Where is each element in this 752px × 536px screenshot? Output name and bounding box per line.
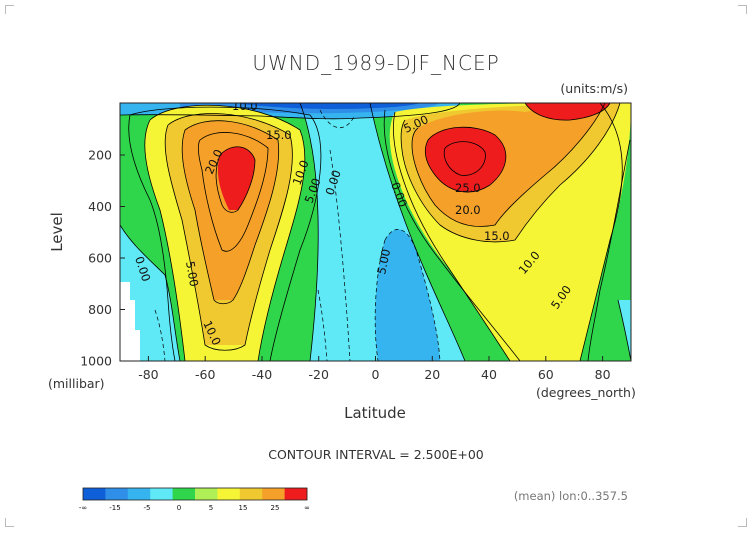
y-tick-marks [120, 154, 125, 362]
colorbar-tick-labels: -∞ -15 -5 0 5 15 25 ∞ [79, 504, 310, 512]
mean-longitude-note: (mean) lon:0..357.5 [514, 489, 628, 503]
colorbar-swatch [83, 488, 106, 500]
colorbar-swatch [172, 488, 196, 500]
contour-line-neg-5 [384, 229, 441, 361]
contour-label: 15.0 [484, 229, 510, 243]
x-tick-label: 80 [595, 367, 611, 382]
x-tick-label: 20 [424, 367, 440, 382]
contour-line-sh-20 [181, 120, 280, 305]
contour-line-sh-25 [215, 146, 256, 213]
contour-line-neg-2c [154, 309, 166, 361]
contour-line-sh-5-left [128, 114, 176, 361]
y-tick-label: 600 [88, 251, 112, 266]
contour-line-arctic-0 [617, 299, 631, 361]
contour-line-neg-5-left [374, 239, 386, 361]
chart-title: UWND_1989-DJF_NCEP [252, 51, 499, 75]
colorbar-tick-label: ∞ [304, 504, 310, 512]
contour-line-nh-25 [424, 126, 507, 193]
contour-line-sh-15 [164, 113, 293, 351]
band-below-minus15-strat [240, 103, 420, 109]
contour-line-neg-strat [319, 109, 356, 128]
x-tick-label: -80 [138, 367, 158, 382]
band-0-to-5-arctic [618, 300, 631, 361]
contour-line-nh-15 [400, 103, 621, 243]
colorbar-tick-label: 15 [239, 504, 248, 512]
contour-line-nh-0 [369, 103, 466, 361]
x-tick-label: 0 [372, 367, 380, 382]
plot-area: 10.0 15.0 20.0 10.0 5.00 0.00 5.00 10.0 … [120, 99, 631, 361]
contour-line-sh-0 [299, 103, 319, 361]
colorbar-frame [82, 487, 308, 501]
colorbar-swatch [150, 488, 173, 500]
contour-line-sh-22 [197, 132, 269, 252]
negative-contour-lines [154, 109, 441, 361]
colorbar [82, 487, 308, 501]
corner-mark-bottom-left [5, 518, 14, 527]
y-axis-units: (millibar) [48, 376, 105, 391]
colorbar-swatch [195, 488, 218, 500]
contour-line-sh-10-left [144, 119, 186, 361]
contour-line-sh-0-south [120, 224, 181, 361]
colorbar-swatch [217, 488, 241, 500]
colorbar-tick-label: 5 [209, 504, 213, 512]
x-tick-label: 60 [538, 367, 554, 382]
contour-label: 15.0 [266, 128, 292, 142]
contour-line-nh-10 [393, 111, 511, 361]
nh-strat-band-25-to-30 [525, 103, 610, 121]
contour-label: 5.00 [374, 248, 393, 276]
y-axis-title: Level [48, 212, 66, 252]
contour-line-nh-5-far [587, 139, 631, 361]
contour-label: 25.0 [455, 181, 481, 195]
y-tick-label: 800 [88, 302, 112, 317]
x-tick-label: -20 [308, 367, 328, 382]
contour-interval-label: CONTOUR INTERVAL = 2.500E+00 [268, 447, 484, 462]
contour-lines [120, 103, 631, 361]
colorbar-tick-label: -5 [144, 504, 151, 512]
x-tick-marks [147, 356, 604, 361]
contour-line-nh-27 [443, 141, 486, 176]
contour-line-strat-neg [120, 103, 461, 120]
y-tick-label: 1000 [80, 354, 112, 369]
x-axis-title: Latitude [344, 404, 406, 422]
x-tick-label: -40 [252, 367, 272, 382]
contour-line-sh-5 [129, 106, 322, 361]
contour-line-neg-2 [329, 149, 351, 361]
corner-mark-top-right [738, 5, 747, 14]
colorbar-swatch [127, 488, 151, 500]
colorbar-tick-label: 25 [271, 504, 280, 512]
contour-line-sh-10 [149, 104, 306, 361]
contour-line-nh-strat [524, 103, 611, 121]
x-tick-label: -60 [195, 367, 215, 382]
contour-line-nh-20 [411, 103, 606, 227]
contour-label: 20.0 [455, 203, 481, 217]
contour-label: 5.00 [183, 260, 201, 288]
nh-band-25-to-30 [425, 127, 506, 193]
contour-label: 10.0 [232, 99, 258, 113]
contour-line-nh-5 [383, 109, 521, 361]
units-label: (units:m/s) [560, 81, 628, 96]
colorbar-swatch [262, 488, 285, 500]
colorbar-swatch [105, 488, 129, 500]
contour-line-nh-10-right [579, 103, 623, 361]
x-tick-label: 40 [481, 367, 497, 382]
sh-band-25-to-30 [217, 146, 255, 210]
missing-data-region [120, 282, 140, 361]
x-axis-units: (degrees_north) [536, 385, 636, 400]
colorbar-tick-label: -∞ [79, 504, 87, 512]
colorbar-swatch [239, 488, 263, 500]
corner-mark-bottom-right [738, 518, 747, 527]
y-tick-label: 400 [88, 199, 112, 214]
x-tick-labels: -80 -60 -40 -20 0 20 40 60 80 [138, 367, 610, 382]
y-tick-label: 200 [88, 148, 112, 163]
colorbar-tick-label: 0 [177, 504, 181, 512]
band-minus5-to-0-tropics [375, 229, 440, 361]
y-tick-labels: 200 400 600 800 1000 [80, 148, 112, 369]
corner-mark-top-left [5, 5, 14, 14]
contour-line-neg-2b [317, 289, 328, 361]
colorbar-swatch [284, 488, 308, 500]
colorbar-tick-label: -15 [109, 504, 120, 512]
